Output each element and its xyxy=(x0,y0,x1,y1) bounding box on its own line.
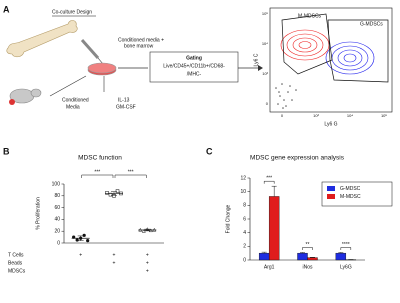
culture-dish xyxy=(87,62,117,76)
x-tick-label: iNos xyxy=(302,264,313,270)
bar xyxy=(268,196,280,261)
significance-label: ** xyxy=(306,242,310,248)
flow-y-tick: 0 xyxy=(266,101,269,106)
cytokine: IL-13 xyxy=(118,97,130,103)
data-point xyxy=(86,239,90,243)
y-tick-label: 4 xyxy=(243,230,246,236)
significance-bracket xyxy=(81,174,114,178)
arrow-head xyxy=(258,65,263,71)
syringe xyxy=(80,39,104,65)
flow-x-tick: 0 xyxy=(281,113,284,118)
flow-plot xyxy=(269,7,393,113)
y-tick-label: 80 xyxy=(54,193,60,199)
condition-label: T Cells xyxy=(8,252,24,258)
gating-title: Gating xyxy=(186,55,202,61)
flow-x-tick: 10⁵ xyxy=(381,113,387,118)
legend-label: M-MDSC xyxy=(340,194,361,200)
significance-bracket xyxy=(302,247,313,250)
data-point xyxy=(82,233,86,237)
panel-label: A xyxy=(3,4,10,14)
flow-x-label: Ly6 G xyxy=(324,121,337,127)
significance-bracket xyxy=(114,174,147,178)
y-tick-label: 2 xyxy=(243,244,246,250)
significance-bracket xyxy=(340,247,352,250)
condition-mark: + xyxy=(113,260,116,266)
mouse-illustration xyxy=(9,88,42,105)
data-point xyxy=(105,191,109,195)
gating-text: /MHC- xyxy=(187,71,202,77)
bar xyxy=(307,257,318,261)
flow-y-label: Ly6 C xyxy=(253,53,259,66)
legend-swatch xyxy=(327,194,335,199)
conditioned-label: Media xyxy=(66,104,80,110)
y-tick-label: 12 xyxy=(240,175,246,181)
y-tick-label: 20 xyxy=(54,229,60,235)
flow-y-tick: 10⁴ xyxy=(262,41,268,46)
condition-mark: + xyxy=(113,252,116,258)
panel-label: B xyxy=(3,146,10,156)
y-tick-label: 0 xyxy=(57,240,60,246)
y-axis-label: % Proliferation xyxy=(35,197,41,230)
significance-label: *** xyxy=(266,176,272,182)
y-tick-label: 0 xyxy=(243,257,246,263)
y-tick-label: 100 xyxy=(52,181,61,187)
conditioned-label: Conditioned xyxy=(62,97,89,103)
bar xyxy=(297,252,308,261)
significance-label: *** xyxy=(128,169,134,175)
panel-label: C xyxy=(206,146,213,156)
y-tick-label: 6 xyxy=(243,216,246,222)
cytokine: GM-CSF xyxy=(116,104,136,110)
bar xyxy=(335,252,347,261)
y-axis-label: Fold Change xyxy=(225,204,231,233)
panel-title: Co-culture Design xyxy=(52,9,92,15)
condition-mark: + xyxy=(146,260,149,266)
gate-label: M-MDSCs xyxy=(298,13,322,19)
data-point xyxy=(75,238,79,242)
y-tick-label: 8 xyxy=(243,203,246,209)
data-point xyxy=(115,189,120,193)
bone-illustration xyxy=(6,20,78,58)
y-tick-label: 40 xyxy=(54,217,60,223)
legend-label: G-MDSC xyxy=(340,186,361,192)
condition-mark: + xyxy=(79,252,82,258)
y-tick-label: 60 xyxy=(54,205,60,211)
condition-mark: + xyxy=(146,252,149,258)
media-label: bone marrow xyxy=(124,43,154,49)
legend-swatch xyxy=(327,186,335,191)
flow-x-tick: 10⁴ xyxy=(347,113,353,118)
gate-label: G-MDSCs xyxy=(360,21,383,27)
chart-title: MDSC gene expression analysis xyxy=(250,155,345,162)
flow-y-tick: 10⁵ xyxy=(262,11,268,16)
x-tick-label: Arg1 xyxy=(264,264,275,270)
significance-label: *** xyxy=(94,169,100,175)
condition-label: Beads xyxy=(8,260,23,266)
y-tick-label: 10 xyxy=(240,189,246,195)
condition-mark: + xyxy=(146,268,149,274)
condition-label: MDSCs xyxy=(8,268,26,274)
x-tick-label: Ly6G xyxy=(340,264,352,270)
bar xyxy=(258,252,270,261)
data-point xyxy=(72,235,76,239)
gating-text: Live/CD45+/CD11b+/CD68- xyxy=(163,63,225,69)
arrow xyxy=(49,75,87,97)
flow-y-tick: 10³ xyxy=(262,71,268,76)
chart-title: MDSC function xyxy=(78,155,122,162)
significance-bracket xyxy=(263,180,275,184)
significance-label: **** xyxy=(342,242,350,248)
flow-x-tick: 10³ xyxy=(313,113,319,118)
gating-box xyxy=(149,51,239,83)
media-label: Conditioned media + xyxy=(118,37,164,43)
